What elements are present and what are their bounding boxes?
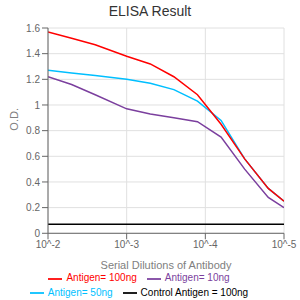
- svg-text:10^-4: 10^-4: [193, 239, 218, 250]
- html-text:Control Antigen = 100ng: Control Antigen = 100ng: [140, 286, 249, 298]
- svg-text:1: 1: [34, 100, 40, 111]
- svg-text:0.6: 0.6: [26, 151, 40, 162]
- html-text:Antigen= 10ng: Antigen= 10ng: [164, 272, 230, 284]
- html-text:ELISA Result: ELISA Result: [108, 3, 192, 19]
- svg-text:O.D.: O.D.: [8, 108, 20, 131]
- svg-text:0.8: 0.8: [26, 125, 40, 136]
- svg-text:1.2: 1.2: [26, 74, 40, 85]
- svg-text:10^-3: 10^-3: [114, 239, 139, 250]
- svg-text:10^-2: 10^-2: [36, 239, 61, 250]
- svg-text:1.6: 1.6: [26, 23, 40, 34]
- svg-text:1.4: 1.4: [26, 48, 40, 59]
- svg-text:0.4: 0.4: [26, 177, 40, 188]
- html-text:Antigen= 50ng: Antigen= 50ng: [47, 286, 113, 298]
- svg-text:0.2: 0.2: [26, 202, 40, 213]
- html-text:Antigen= 100ng: Antigen= 100ng: [66, 272, 137, 284]
- svg-text:0: 0: [34, 228, 40, 239]
- svg-text:Serial Dilutions of Antibody: Serial Dilutions of Antibody: [101, 259, 232, 271]
- svg-text:10^-5: 10^-5: [272, 239, 292, 250]
